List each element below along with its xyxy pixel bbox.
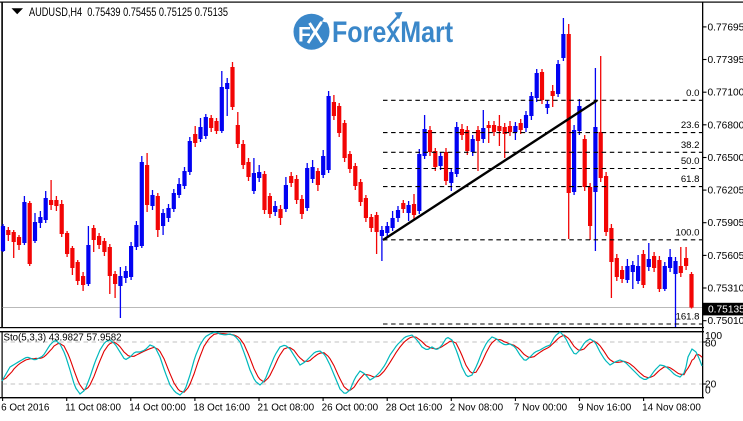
svg-text:26 Oct 00:00: 26 Oct 00:00: [322, 402, 379, 413]
svg-text:2 Nov 08:00: 2 Nov 08:00: [450, 402, 504, 413]
svg-text:0.77695: 0.77695: [708, 22, 743, 33]
svg-text:23.6: 23.6: [681, 120, 700, 131]
svg-text:0.76205: 0.76205: [708, 186, 743, 197]
svg-text:0.75310: 0.75310: [708, 284, 743, 295]
svg-text:7 Nov 00:00: 7 Nov 00:00: [514, 402, 568, 413]
svg-text:11 Oct 08:00: 11 Oct 08:00: [65, 402, 121, 413]
svg-text:161.8: 161.8: [675, 312, 699, 323]
svg-text:0.76500: 0.76500: [708, 153, 743, 164]
svg-text:14 Oct 00:00: 14 Oct 00:00: [129, 402, 186, 413]
svg-text:80: 80: [705, 339, 717, 350]
svg-text:61.8: 61.8: [681, 174, 700, 185]
svg-text:38.2: 38.2: [681, 140, 700, 151]
svg-text:0.75905: 0.75905: [708, 218, 743, 229]
svg-text:Sto(5,3,3) 43.9827 57.9582: Sto(5,3,3) 43.9827 57.9582: [4, 332, 122, 343]
svg-text:0.77100: 0.77100: [708, 88, 743, 99]
svg-text:0.77395: 0.77395: [708, 55, 743, 66]
svg-text:50.0: 50.0: [681, 156, 700, 167]
svg-text:9 Nov 16:00: 9 Nov 16:00: [578, 402, 632, 413]
svg-text:28 Oct 16:00: 28 Oct 16:00: [386, 402, 443, 413]
svg-text:ForexMart: ForexMart: [332, 15, 453, 48]
svg-text:14 Nov 08:00: 14 Nov 08:00: [642, 402, 701, 413]
svg-text:18 Oct 16:00: 18 Oct 16:00: [193, 402, 250, 413]
svg-text:0.75135: 0.75135: [708, 305, 743, 316]
svg-text:0.0: 0.0: [686, 88, 699, 99]
svg-text:100.0: 100.0: [675, 227, 699, 238]
svg-text:0: 0: [705, 386, 711, 397]
svg-text:AUDUSD,H4 0.75439 0.75455 0.7: AUDUSD,H4 0.75439 0.75455 0.75125 0.7513…: [29, 6, 228, 19]
svg-text:21 Oct 08:00: 21 Oct 08:00: [258, 402, 315, 413]
svg-text:6 Oct 2016: 6 Oct 2016: [1, 402, 50, 413]
svg-text:0.75605: 0.75605: [708, 251, 743, 262]
svg-text:0.75010: 0.75010: [708, 316, 743, 327]
svg-text:0.76800: 0.76800: [708, 120, 743, 131]
